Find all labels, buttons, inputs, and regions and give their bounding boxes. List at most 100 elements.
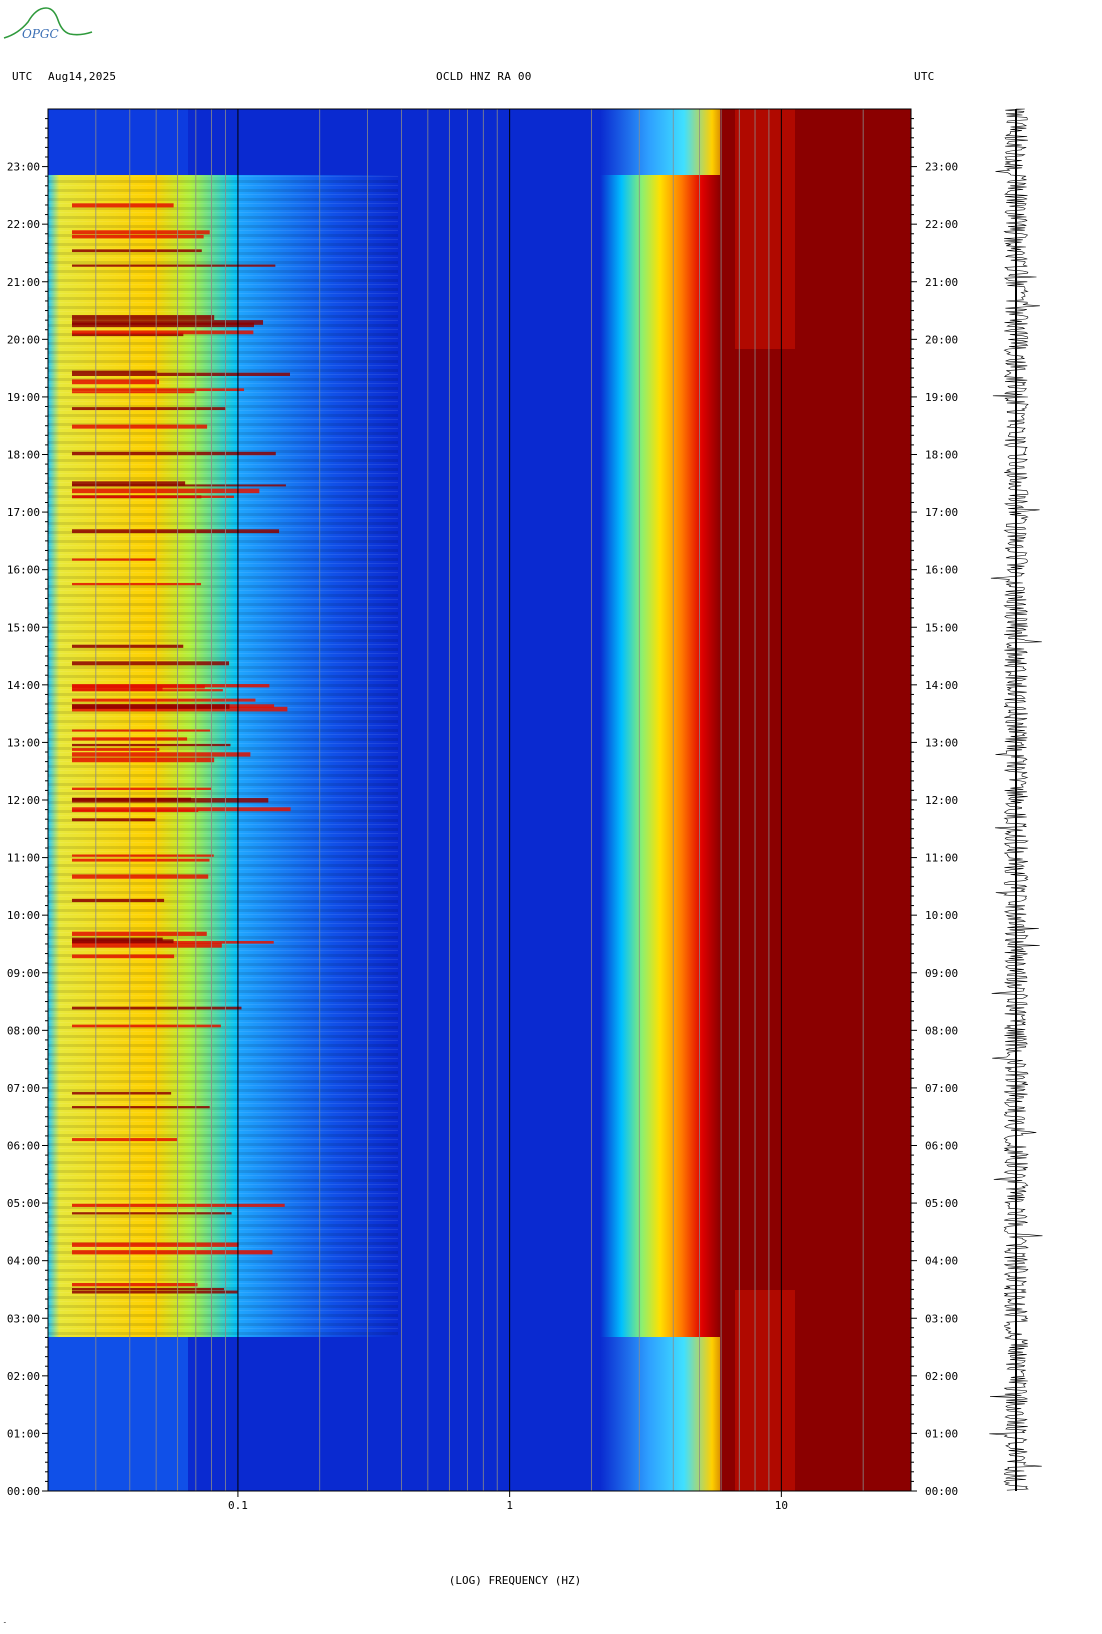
y-tick-label-right: 03:00 — [925, 1312, 958, 1325]
power-streak — [72, 481, 186, 486]
left-timezone-label: UTC — [12, 70, 33, 83]
y-tick-label-left: 00:00 — [7, 1485, 40, 1498]
power-streak — [72, 582, 202, 586]
power-streak — [72, 698, 256, 702]
y-tick-label-left: 03:00 — [7, 1312, 40, 1325]
time-axis: 00:00 00:00 01:00 01:00 02:00 02:00 03:00 03:00… — [7, 118, 958, 1498]
power-streak — [72, 203, 174, 208]
y-tick-label-left: 18:00 — [7, 449, 40, 462]
date-label: Aug14,2025 — [48, 70, 117, 83]
y-tick-label-right: 20:00 — [925, 333, 958, 346]
frequency-axis: 0.1 1 10 — [228, 1491, 788, 1512]
y-tick-label-right: 21:00 — [925, 276, 958, 289]
y-tick-label-left: 17:00 — [7, 506, 40, 519]
y-tick-label-right: 10:00 — [925, 909, 958, 922]
y-tick-label-left: 02:00 — [7, 1370, 40, 1383]
power-streak — [72, 235, 204, 239]
y-tick-label-right: 02:00 — [925, 1370, 958, 1383]
power-streak — [72, 388, 245, 392]
y-tick-label-right: 23:00 — [925, 161, 958, 174]
power-streak — [72, 942, 222, 948]
y-tick-label-left: 12:00 — [7, 794, 40, 807]
corner-mark: ˜ — [3, 1622, 7, 1629]
plot-area — [47, 108, 912, 1492]
cultural-noise-band — [600, 175, 720, 1337]
power-streak — [72, 1283, 198, 1287]
power-streak — [72, 644, 184, 648]
x-tick-label: 10 — [775, 1499, 788, 1512]
y-tick-label-left: 08:00 — [7, 1024, 40, 1037]
low-freq-fade-top — [48, 109, 188, 175]
power-streak — [72, 661, 230, 666]
power-streak — [72, 322, 254, 328]
microseism-red-streaks — [72, 203, 291, 1294]
power-streak — [72, 488, 260, 494]
power-streak — [72, 931, 207, 936]
y-tick-label-left: 15:00 — [7, 621, 40, 634]
y-tick-label-left: 05:00 — [7, 1197, 40, 1210]
y-tick-label-right: 18:00 — [925, 449, 958, 462]
x-tick-label: 0.1 — [228, 1499, 248, 1512]
power-streak — [72, 495, 234, 498]
power-streak — [72, 407, 226, 411]
power-streak — [72, 752, 251, 757]
power-streak — [72, 1092, 172, 1095]
power-streak — [72, 249, 202, 253]
y-tick-label-right: 08:00 — [925, 1024, 958, 1037]
power-streak — [72, 729, 211, 732]
power-streak — [72, 954, 175, 959]
seismogram-trace — [989, 108, 1043, 1491]
power-streak — [72, 391, 195, 394]
power-streak — [72, 818, 156, 822]
power-streak — [72, 484, 286, 487]
y-tick-label-right: 06:00 — [925, 1140, 958, 1153]
power-streak — [72, 558, 156, 561]
station-title: OCLD HNZ RA 00 — [436, 70, 532, 83]
y-tick-label-right: 22:00 — [925, 218, 958, 231]
power-streak — [72, 1242, 239, 1247]
low-freq-fade-bottom — [48, 1337, 188, 1491]
power-streak — [72, 1024, 221, 1028]
power-streak — [72, 1212, 232, 1215]
power-streak — [72, 1138, 177, 1142]
y-tick-label-left: 13:00 — [7, 736, 40, 749]
power-streak — [72, 315, 215, 320]
power-streak — [72, 1250, 273, 1255]
power-streak — [72, 874, 209, 879]
y-tick-label-right: 11:00 — [925, 852, 958, 865]
y-tick-label-left: 11:00 — [7, 852, 40, 865]
y-tick-label-left: 16:00 — [7, 564, 40, 577]
power-streak — [72, 858, 210, 862]
power-streak — [72, 704, 230, 709]
x-tick-label: 1 — [506, 1499, 513, 1512]
power-streak — [72, 370, 158, 373]
x-axis-label: (LOG) FREQUENCY (HZ) — [448, 1574, 582, 1587]
power-streak — [72, 230, 210, 235]
opgc-logo: OPGC — [3, 7, 93, 41]
y-tick-label-left: 06:00 — [7, 1140, 40, 1153]
power-streak — [72, 1290, 238, 1294]
power-streak — [72, 424, 208, 429]
y-tick-label-right: 14:00 — [925, 679, 958, 692]
power-streak — [72, 1006, 242, 1010]
right-timezone-label: UTC — [914, 70, 935, 83]
power-streak — [72, 379, 160, 385]
power-streak — [72, 939, 174, 944]
y-tick-label-right: 15:00 — [925, 621, 958, 634]
y-tick-label-right: 04:00 — [925, 1255, 958, 1268]
power-streak — [72, 748, 160, 751]
power-streak — [72, 529, 280, 534]
y-tick-label-right: 13:00 — [925, 736, 958, 749]
power-streak — [72, 706, 288, 712]
frequency-gridlines — [95, 109, 864, 1491]
y-tick-label-left: 22:00 — [7, 218, 40, 231]
power-streak — [72, 332, 184, 337]
y-tick-label-right: 00:00 — [925, 1485, 958, 1498]
y-tick-label-right: 12:00 — [925, 794, 958, 807]
y-tick-label-left: 14:00 — [7, 679, 40, 692]
y-tick-label-right: 17:00 — [925, 506, 958, 519]
power-streak — [72, 320, 264, 325]
power-streak — [72, 898, 165, 903]
cultural-noise-quiet-top — [600, 109, 740, 175]
